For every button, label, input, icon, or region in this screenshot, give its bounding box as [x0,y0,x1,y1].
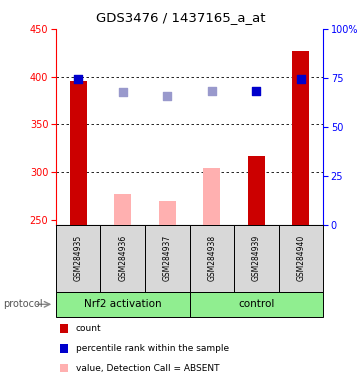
Bar [114,194,131,225]
Text: GSM284938: GSM284938 [207,235,216,281]
Text: GSM284936: GSM284936 [118,235,127,281]
Text: GSM284935: GSM284935 [74,235,83,281]
Bar [159,201,176,225]
Bar [203,168,220,225]
Text: control: control [238,299,274,310]
Text: GSM284939: GSM284939 [252,235,261,281]
Point [209,88,215,94]
Text: GSM284937: GSM284937 [163,235,172,281]
Text: percentile rank within the sample: percentile rank within the sample [76,344,229,353]
Text: count: count [76,324,101,333]
Text: Nrf2 activation: Nrf2 activation [84,299,162,310]
Text: protocol: protocol [4,299,43,310]
Point [298,76,304,83]
Bar [70,81,87,225]
Text: value, Detection Call = ABSENT: value, Detection Call = ABSENT [76,364,219,373]
Point [253,88,259,94]
Bar [248,156,265,225]
Point [75,76,81,83]
Point [164,93,170,99]
Point [120,89,126,95]
Text: GSM284940: GSM284940 [296,235,305,281]
Bar [292,51,309,225]
Text: GDS3476 / 1437165_a_at: GDS3476 / 1437165_a_at [96,12,265,25]
